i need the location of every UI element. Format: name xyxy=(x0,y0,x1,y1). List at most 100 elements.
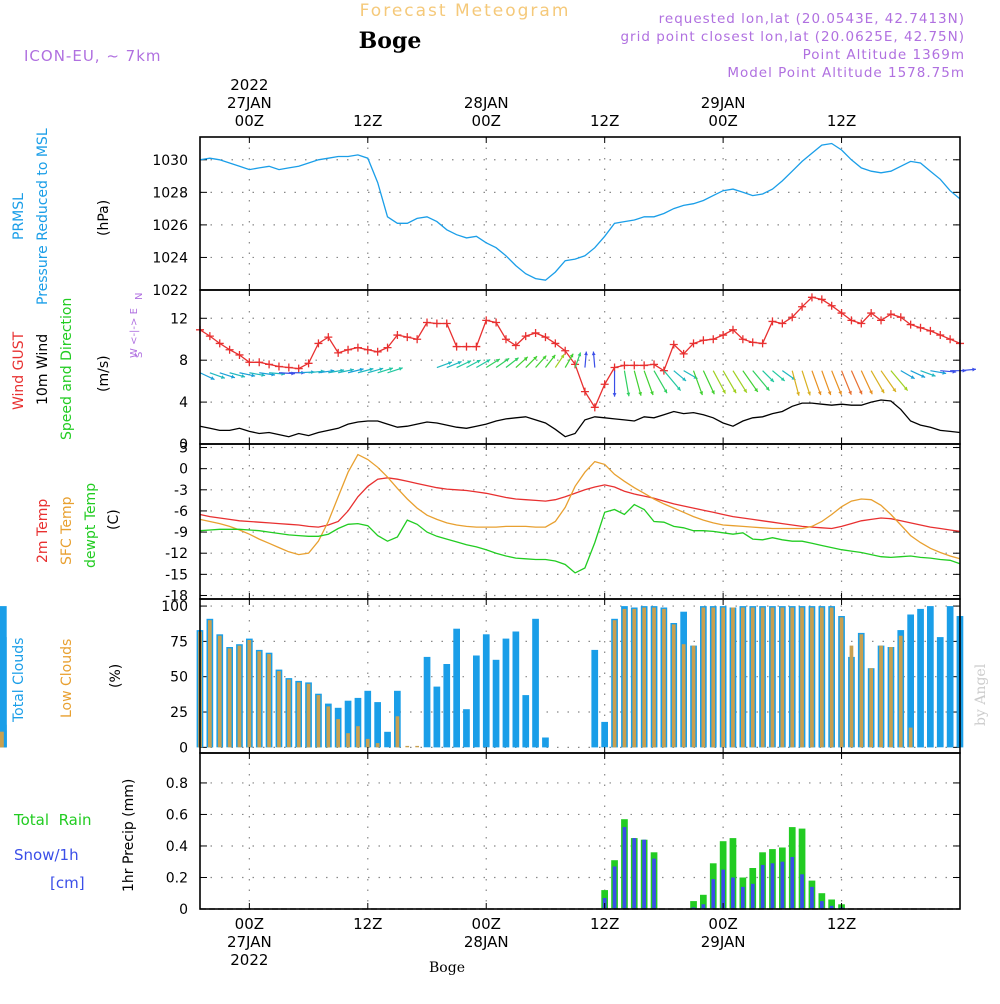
bar-total-clouds xyxy=(936,637,944,748)
bar-low-clouds xyxy=(296,682,301,748)
footer-location: Boge xyxy=(429,960,465,976)
wind-arrow-head xyxy=(389,367,393,371)
snow-unit-label: [cm] xyxy=(50,874,85,892)
wind-arrow-head xyxy=(291,371,295,376)
gust-marker xyxy=(778,319,787,328)
wind-arrow-head xyxy=(626,392,631,397)
gust-marker xyxy=(886,310,895,319)
wind-label-3: Speed and Direction xyxy=(59,298,75,440)
bottom-time-label: 00Z xyxy=(708,915,737,933)
bar-total-clouds xyxy=(443,664,451,748)
bar-low-clouds xyxy=(691,645,696,748)
y-tick-label: 12 xyxy=(170,311,188,327)
gust-marker xyxy=(334,348,343,357)
bar-low-clouds xyxy=(741,607,745,748)
bar-snow-1h xyxy=(652,858,656,909)
credit: by Angel xyxy=(973,663,989,726)
wind-arrow-head xyxy=(220,375,225,379)
bar-snow-1h xyxy=(790,857,795,909)
bar-low-clouds xyxy=(800,607,804,748)
gust-marker xyxy=(482,316,491,325)
bar-total-clouds xyxy=(512,631,520,748)
gust-marker xyxy=(205,332,214,341)
wind-arrow-head xyxy=(533,356,538,361)
gust-marker xyxy=(521,332,530,341)
y-tick-label: -6 xyxy=(174,504,188,520)
bottom-time-label: 12Z xyxy=(827,915,856,933)
wind-arrow-head xyxy=(743,388,747,393)
wind-arrow-head xyxy=(398,367,403,371)
wind-arrow-head xyxy=(560,354,565,359)
gust-marker xyxy=(867,309,876,318)
bar-total-clouds xyxy=(384,731,391,748)
wind-label-2: 10m Wind xyxy=(35,334,51,405)
bar-low-clouds xyxy=(770,607,775,748)
bar-snow-1h xyxy=(780,861,785,909)
gust-marker xyxy=(620,361,629,370)
chart-title: Forecast Meteogram xyxy=(360,1,571,21)
top-time-label: 12Z xyxy=(353,112,382,130)
series-line-prmsl xyxy=(199,142,961,281)
bar-low-clouds xyxy=(652,607,656,748)
gust-marker xyxy=(245,358,254,367)
wind-arrow-head xyxy=(476,359,481,364)
wind-arrow xyxy=(712,370,726,394)
series-line-10m-wind xyxy=(199,399,961,438)
wind-arrow-head xyxy=(241,374,246,378)
wind-arrow xyxy=(821,370,832,396)
wind-arrow-head xyxy=(848,390,852,395)
gust-marker xyxy=(225,345,234,354)
wind-arrow-head xyxy=(754,387,758,392)
gust-marker xyxy=(393,331,402,340)
gust-marker xyxy=(817,295,826,304)
wind-arrow-head xyxy=(514,357,519,362)
wind-arrow-head xyxy=(699,391,704,396)
gust-marker xyxy=(709,335,718,344)
wind-arrow-head xyxy=(542,355,547,360)
gust-marker xyxy=(936,331,945,340)
bar-total-clouds xyxy=(473,655,480,748)
bar-snow-1h xyxy=(642,839,646,909)
y-tick-label: 1030 xyxy=(152,153,188,169)
gust-marker xyxy=(877,316,886,325)
gust-marker xyxy=(827,301,836,310)
y-tick-label: -3 xyxy=(174,483,188,499)
wind-arrow-head xyxy=(880,389,885,394)
bar-low-clouds xyxy=(208,620,212,748)
bar-low-clouds xyxy=(237,645,242,748)
bar-snow-1h xyxy=(760,864,765,909)
wind-arrow xyxy=(801,370,811,396)
y-tick-label: 25 xyxy=(170,705,188,721)
bar-total-clouds xyxy=(522,695,530,748)
gust-marker xyxy=(363,345,372,354)
y-tick-label: 0 xyxy=(179,462,188,478)
bar-low-clouds xyxy=(316,695,321,748)
bar-low-clouds xyxy=(879,645,883,748)
gust-marker xyxy=(344,345,353,354)
bar-low-clouds xyxy=(632,608,637,748)
wind-arrow-head xyxy=(903,386,908,391)
wind-arrow xyxy=(860,370,873,395)
temp-unit: (C) xyxy=(106,509,122,530)
gust-marker xyxy=(630,361,639,370)
wind-label-1: Wind GUST xyxy=(11,331,27,410)
bottom-time-label: 29JAN xyxy=(701,933,746,951)
bar-total-clouds xyxy=(354,697,362,748)
wind-arrow-head xyxy=(584,351,588,356)
gust-marker xyxy=(807,293,816,302)
pressure-label-1: PRMSL xyxy=(11,193,27,240)
bar-low-clouds xyxy=(405,745,410,748)
bar-low-clouds xyxy=(908,727,913,748)
wind-arrow xyxy=(841,370,852,395)
top-time-label: 29JAN xyxy=(701,94,746,112)
panel-4: 0 0.2 0.4 0.6 0.8 xyxy=(166,752,961,918)
precip-labels: Total Rain Snow/1h [cm] 1hr Precip (mm) xyxy=(13,779,137,892)
wind-arrow-head xyxy=(892,387,896,392)
bottom-time-label: 12Z xyxy=(590,915,619,933)
pressure-label-2: Pressure Reduced to MSL xyxy=(35,128,51,305)
wind-arrow-head xyxy=(827,391,832,396)
wind-arrow xyxy=(811,370,822,396)
wind-arrow xyxy=(722,370,737,394)
bar-snow-1h xyxy=(721,869,725,909)
